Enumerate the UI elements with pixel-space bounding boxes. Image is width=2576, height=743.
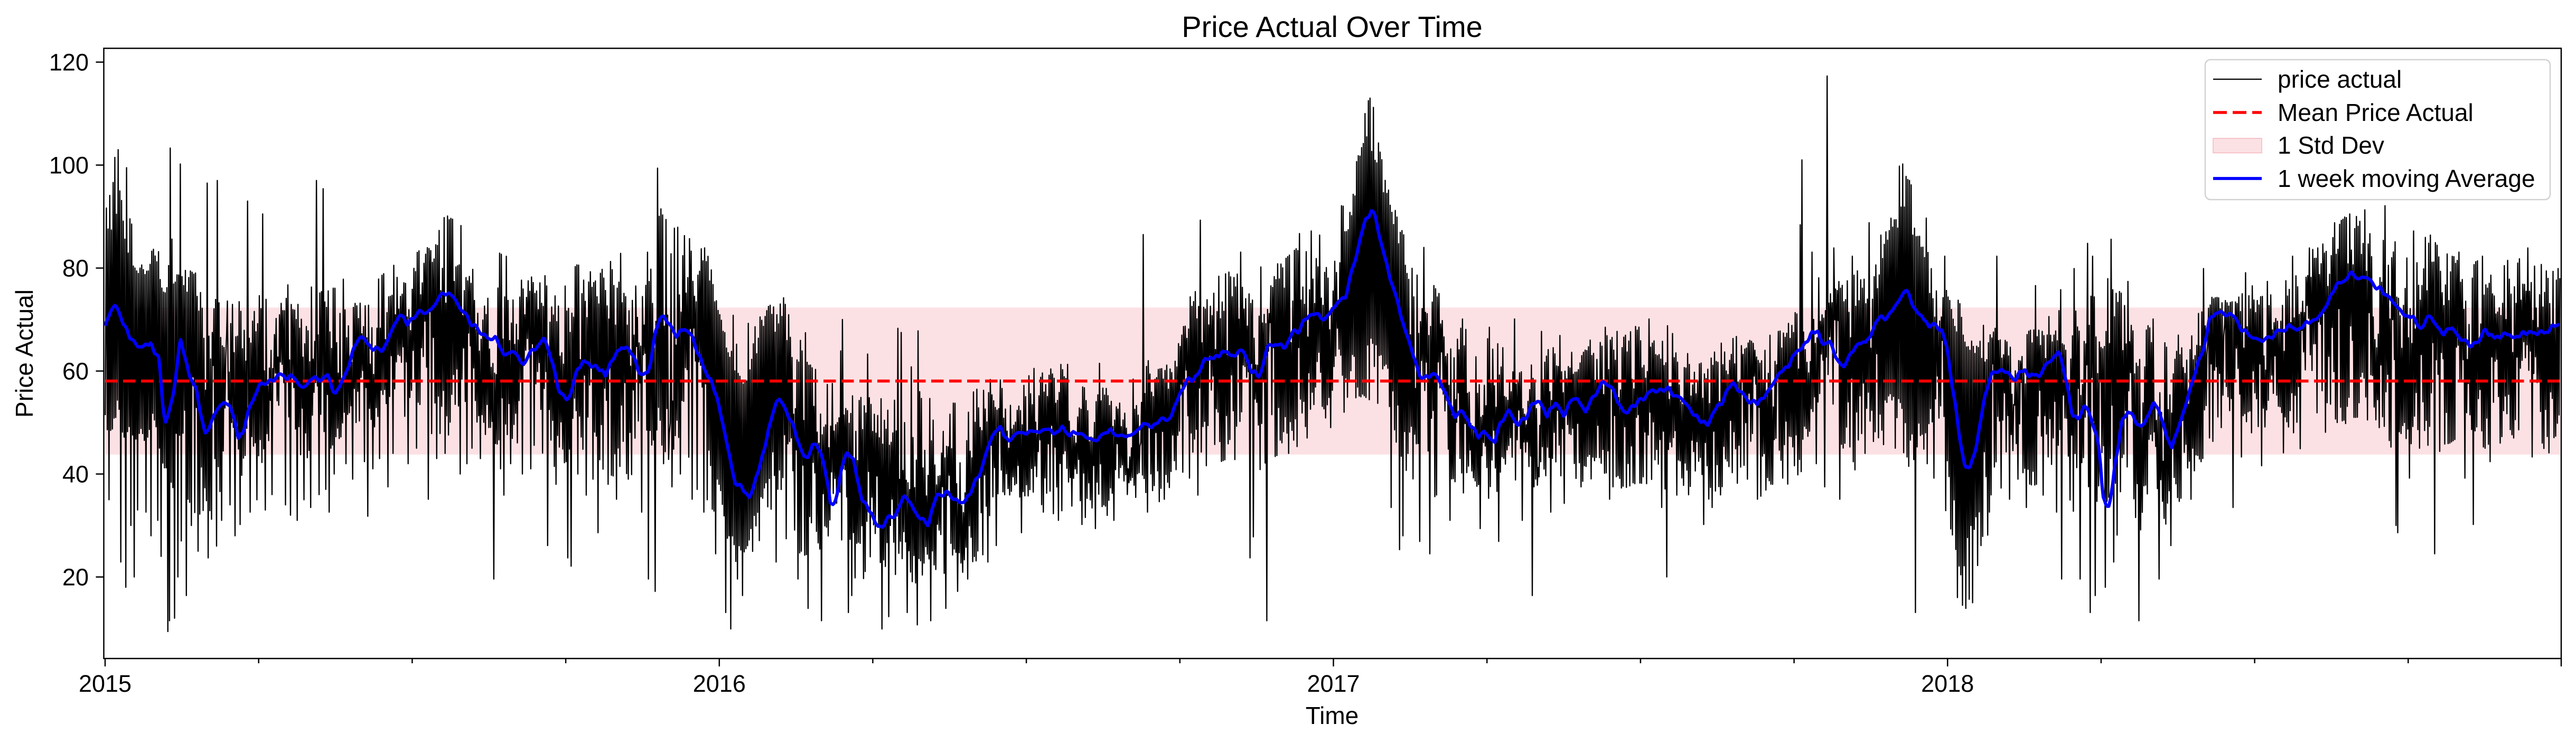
svg-text:1 week moving Average: 1 week moving Average xyxy=(2278,165,2535,192)
svg-text:price actual: price actual xyxy=(2278,65,2402,93)
svg-text:1 Std Dev: 1 Std Dev xyxy=(2278,131,2384,159)
svg-text:Price Actual Over Time: Price Actual Over Time xyxy=(1182,10,1483,43)
svg-text:20: 20 xyxy=(62,563,89,590)
svg-text:2018: 2018 xyxy=(1921,670,1974,697)
svg-text:100: 100 xyxy=(49,152,89,178)
svg-text:Time: Time xyxy=(1306,702,1359,729)
svg-text:Price Actual: Price Actual xyxy=(11,289,38,418)
svg-text:2015: 2015 xyxy=(79,670,132,697)
svg-text:2016: 2016 xyxy=(693,670,746,697)
svg-text:40: 40 xyxy=(62,460,89,487)
svg-text:60: 60 xyxy=(62,358,89,384)
svg-text:80: 80 xyxy=(62,255,89,281)
svg-text:120: 120 xyxy=(49,49,89,76)
svg-text:2017: 2017 xyxy=(1307,670,1360,697)
svg-text:Mean Price Actual: Mean Price Actual xyxy=(2278,99,2474,126)
